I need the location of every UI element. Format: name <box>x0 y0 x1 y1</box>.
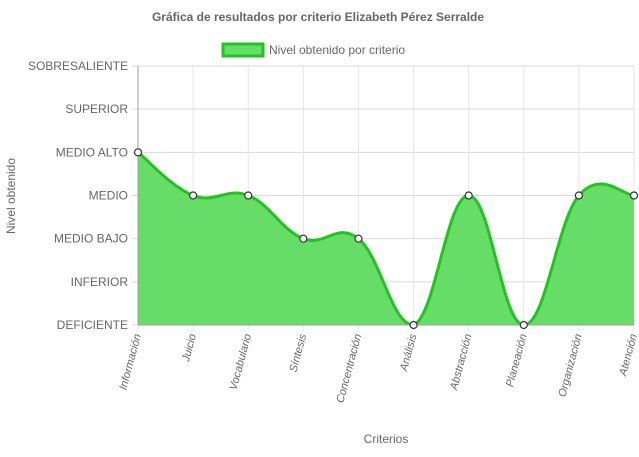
data-point-9[interactable] <box>574 191 583 200</box>
chart-title: Gráfica de resultados por criterio Eliza… <box>152 10 484 24</box>
series-fill <box>138 152 634 325</box>
data-point-7[interactable] <box>464 191 473 200</box>
y-tick-label: MEDIO BAJO <box>54 232 128 246</box>
data-point-3[interactable] <box>244 191 253 200</box>
y-tick-label: INFERIOR <box>71 275 129 289</box>
y-tick-label: SOBRESALIENTE <box>28 59 128 73</box>
legend[interactable]: Nivel obtenido por criterio <box>221 42 405 58</box>
x-tick-label: Concentración <box>334 333 364 405</box>
x-tick-label: Análisis <box>398 332 420 373</box>
data-point-2[interactable] <box>189 191 198 200</box>
y-tick-label: SUPERIOR <box>65 102 128 116</box>
x-tick-label: Atención <box>617 333 639 378</box>
data-point-10[interactable] <box>629 191 639 200</box>
axes: DEFICIENTE INFERIOR MEDIO BAJO MEDIO MEDIO A… <box>28 59 639 404</box>
data-point-8[interactable] <box>519 320 528 330</box>
x-tick-label: Síntesis <box>288 332 310 373</box>
data-point-5[interactable] <box>354 234 363 243</box>
y-tick-label: MEDIO <box>89 189 128 203</box>
data-point-4[interactable] <box>299 234 308 243</box>
x-axis-label: Criterios <box>364 432 409 446</box>
y-axis-label: Nivel obtenido <box>4 158 18 234</box>
x-tick-label: Vocabulario <box>228 333 255 392</box>
x-tick-label: Abstracción <box>448 333 475 393</box>
x-tick-label: Planeación <box>504 333 530 389</box>
data-point-6[interactable] <box>409 320 418 330</box>
x-tick-label: Juicio <box>180 333 199 364</box>
data-points <box>133 148 639 330</box>
x-tick-label: Organización <box>556 333 584 399</box>
y-tick-label: MEDIO ALTO <box>56 145 128 159</box>
x-tick-label: Información <box>117 333 143 392</box>
legend-label: Nivel obtenido por criterio <box>269 43 405 57</box>
y-tick-label: DEFICIENTE <box>57 318 128 332</box>
legend-swatch <box>221 42 265 58</box>
data-point-1[interactable] <box>133 148 143 157</box>
